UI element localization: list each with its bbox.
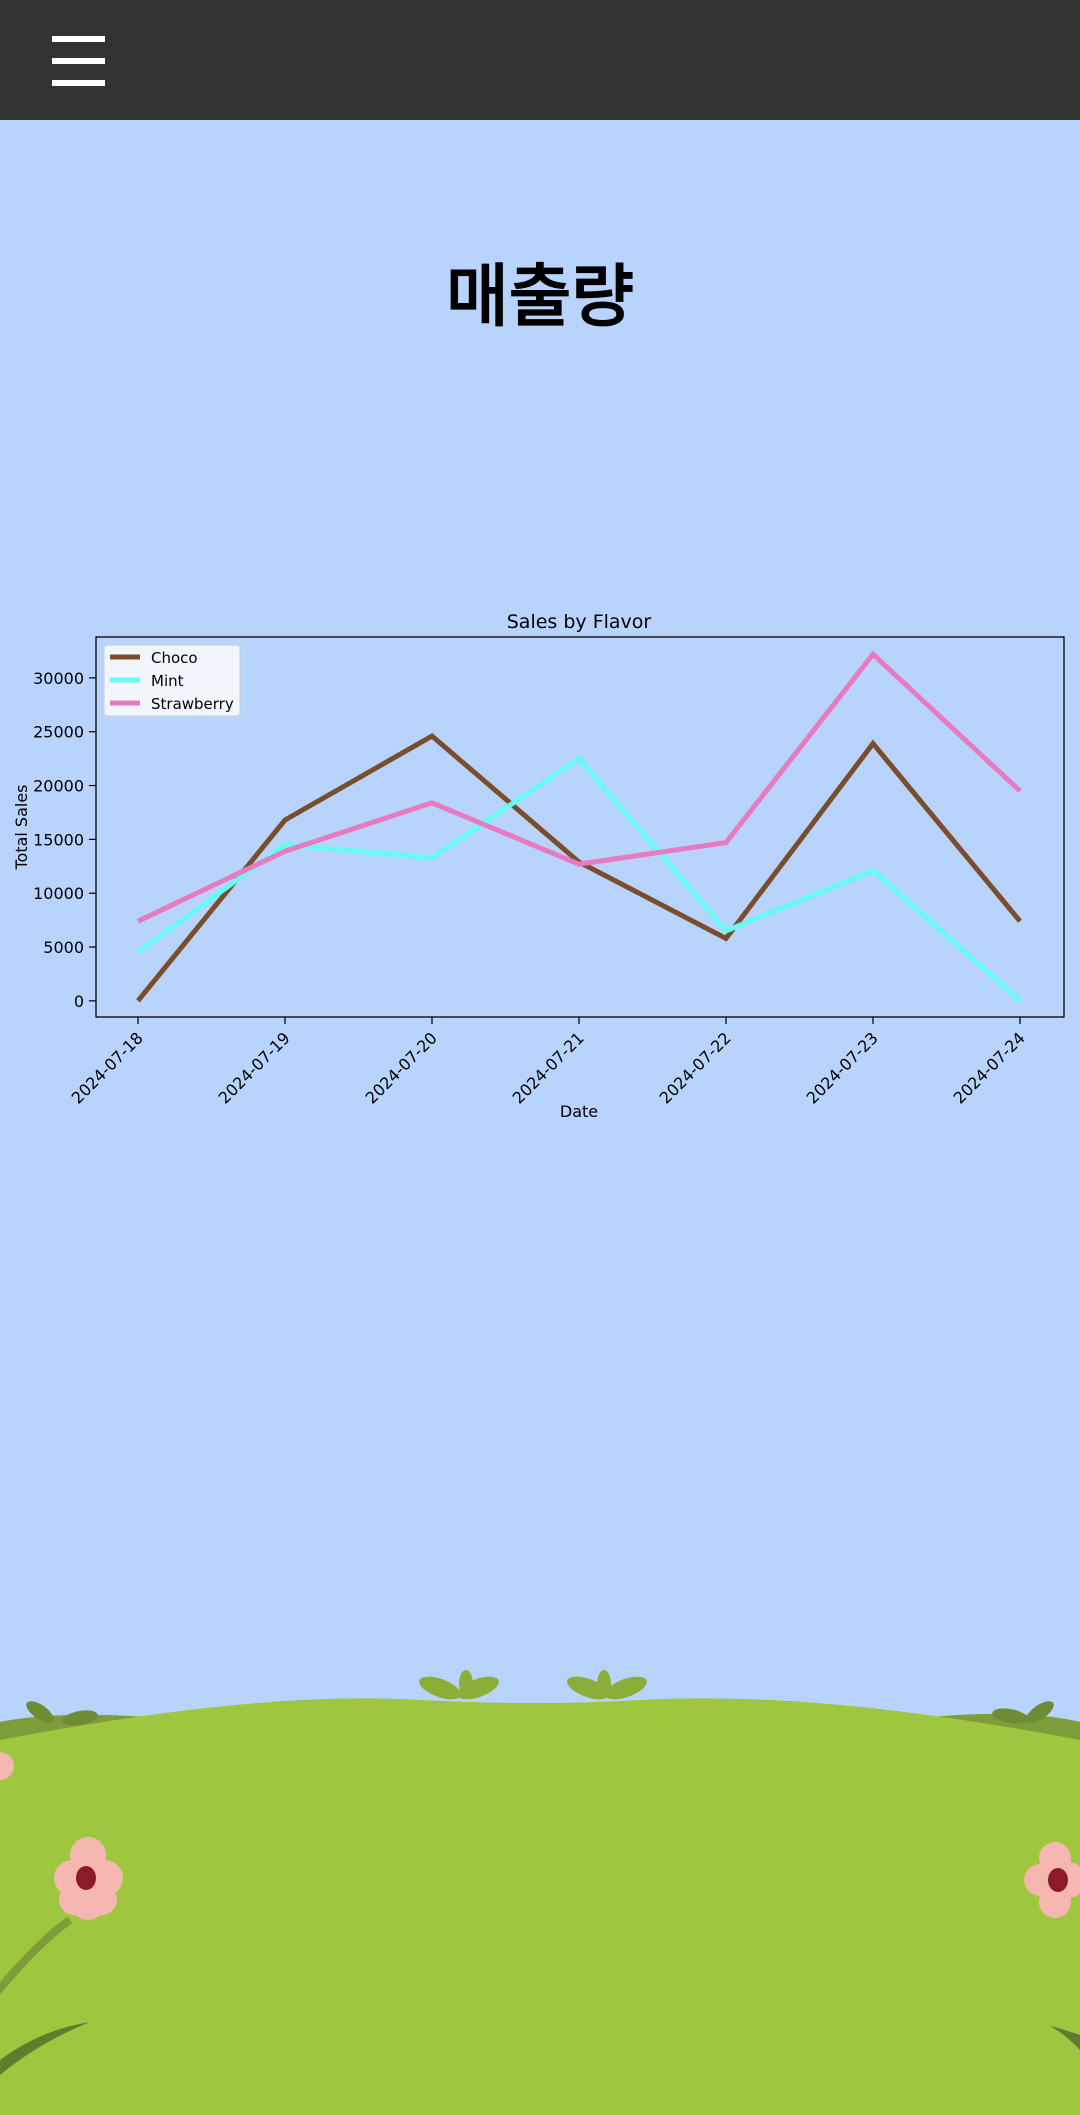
hamburger-menu-icon[interactable] xyxy=(44,28,114,92)
flower-left-icon xyxy=(0,1837,123,1995)
page-title: 매출량 xyxy=(446,258,634,337)
x-tick-label: 2024-07-22 xyxy=(656,1028,735,1107)
legend-label-choco: Choco xyxy=(151,649,198,667)
x-axis: 2024-07-18 2024-07-19 2024-07-20 2024-07-21… xyxy=(68,1017,1029,1108)
legend-box xyxy=(103,644,241,717)
grass-tuft-edge-right xyxy=(992,1701,1054,1724)
x-tick-label: 2024-07-19 xyxy=(215,1028,294,1107)
x-axis-label: Date xyxy=(560,1102,598,1121)
grass-tuft-edge-left xyxy=(26,1701,98,1726)
legend-label-strawberry: Strawberry xyxy=(151,695,234,713)
grass-landscape-illustration xyxy=(0,1670,1080,2115)
y-tick-label: 5000 xyxy=(43,938,84,957)
plot-area xyxy=(95,636,1065,1018)
top-navigation-bar xyxy=(0,0,1080,120)
series-line-mint xyxy=(136,755,1022,1003)
grass-hill xyxy=(0,1698,1080,2115)
foreground-leaf-left xyxy=(0,2022,90,2075)
y-tick-label: 15000 xyxy=(33,830,84,849)
grass-tuft-left-1 xyxy=(419,1670,499,1700)
y-tick-label: 0 xyxy=(74,992,84,1011)
x-tick-label: 2024-07-18 xyxy=(68,1028,147,1107)
y-tick-label: 30000 xyxy=(33,669,84,688)
y-tick-label: 10000 xyxy=(33,884,84,903)
y-axis: 0 5000 10000 15000 20000 25000 30000 xyxy=(33,669,96,1011)
y-tick-label: 25000 xyxy=(33,723,84,742)
menu-bar-bottom xyxy=(52,80,105,86)
chart-title: Sales by Flavor xyxy=(507,611,652,633)
menu-bar-middle xyxy=(52,58,105,64)
chart-legend: Choco Mint Strawberry xyxy=(103,644,241,717)
sales-line-chart: Sales by Flavor 0 5000 10000 15000 20000 2500… xyxy=(12,611,1065,1121)
flower-right-icon xyxy=(1024,1842,1080,1918)
series-lines xyxy=(136,650,1022,1003)
x-tick-label: 2024-07-20 xyxy=(362,1028,441,1107)
y-axis-label: Total Sales xyxy=(12,784,31,870)
x-tick-label: 2024-07-23 xyxy=(803,1028,882,1107)
foreground-leaf-right xyxy=(1050,2026,1080,2050)
x-tick-label: 2024-07-21 xyxy=(509,1028,588,1107)
legend-label-mint: Mint xyxy=(151,672,184,690)
x-tick-label: 2024-07-24 xyxy=(950,1028,1029,1107)
flower-far-left-icon xyxy=(0,1752,14,1780)
menu-bar-top xyxy=(52,36,105,42)
series-line-strawberry xyxy=(136,650,1022,924)
y-tick-label: 20000 xyxy=(33,777,84,796)
grass-tuft-left-2 xyxy=(567,1670,647,1700)
